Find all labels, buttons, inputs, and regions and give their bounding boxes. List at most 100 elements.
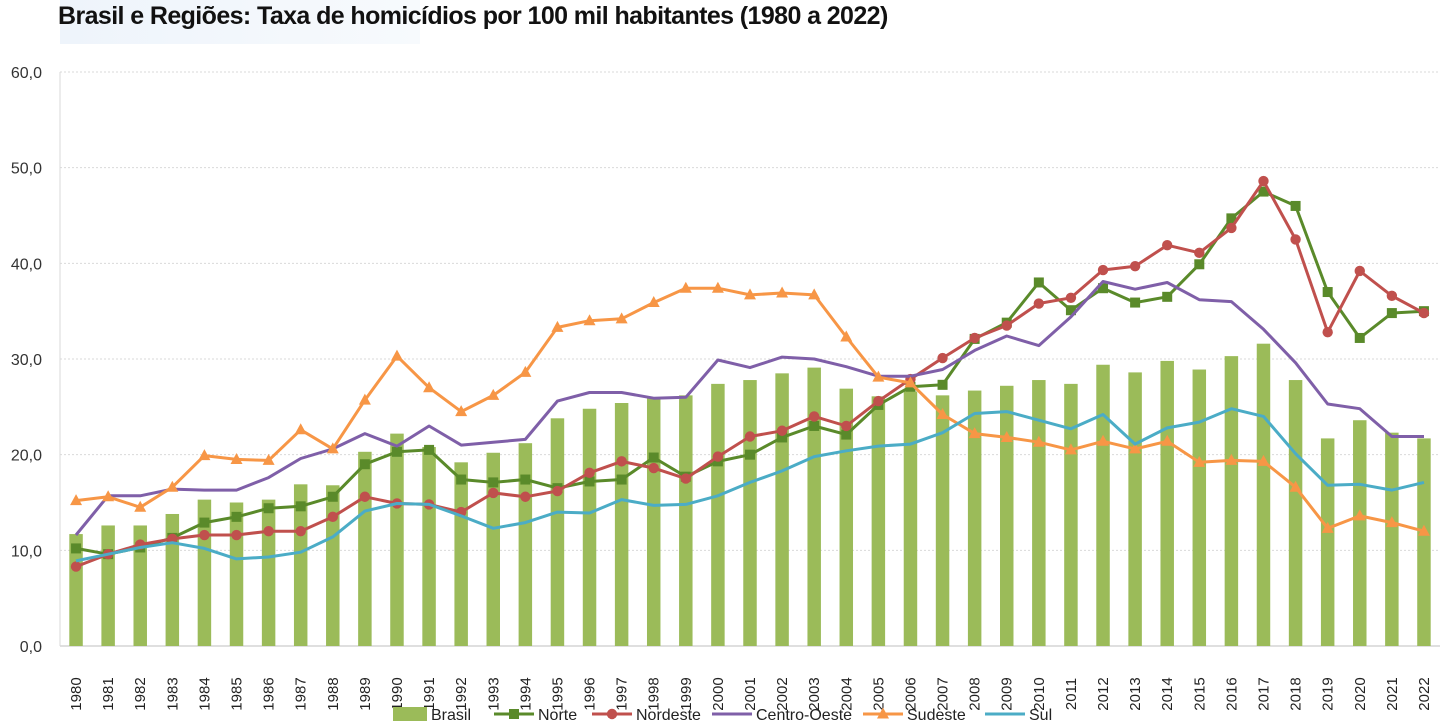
point-nordeste xyxy=(1226,222,1237,234)
bar-brasil xyxy=(486,452,500,646)
bar-brasil xyxy=(1353,420,1367,646)
point-nordeste xyxy=(359,491,371,502)
point-sudeste xyxy=(262,453,275,465)
x-tick-label: 1999 xyxy=(678,677,695,710)
point-sudeste xyxy=(1000,430,1013,442)
point-nordeste xyxy=(1097,264,1109,276)
x-tick-label: 2004 xyxy=(838,677,855,710)
point-sudeste xyxy=(230,452,243,464)
legend-item-nordeste: Nordeste xyxy=(592,707,701,723)
point-sudeste xyxy=(294,423,307,435)
x-tick-label: 1993 xyxy=(485,677,502,710)
bar-brasil xyxy=(1385,432,1399,646)
point-sudeste xyxy=(1289,480,1302,492)
x-tick-label: 1986 xyxy=(261,677,278,710)
bar-brasil xyxy=(1288,380,1303,646)
bar-brasil xyxy=(454,462,468,646)
point-nordeste xyxy=(327,511,338,523)
legend-item-norte: Norte xyxy=(494,707,577,723)
point-nordeste xyxy=(295,526,306,537)
x-tick-label: 2005 xyxy=(870,677,887,710)
point-norte xyxy=(231,511,242,522)
point-norte xyxy=(1065,305,1076,316)
point-norte xyxy=(809,420,820,431)
x-tick-label: 2009 xyxy=(999,677,1016,710)
point-nordeste xyxy=(1129,261,1141,272)
x-tick-label: 2019 xyxy=(1320,677,1337,710)
x-tick-label: 2006 xyxy=(902,677,919,710)
x-tick-label: 1990 xyxy=(389,677,406,710)
line-series-sudeste xyxy=(70,281,1430,536)
point-nordeste xyxy=(1418,307,1430,319)
bar-brasil xyxy=(101,525,115,646)
point-norte xyxy=(327,491,338,502)
line-series-sul xyxy=(75,407,1425,563)
point-sudeste xyxy=(1129,442,1142,454)
point-nordeste xyxy=(712,451,724,462)
x-tick-label: 1985 xyxy=(229,677,246,710)
bar-brasil xyxy=(711,383,725,646)
bar-brasil xyxy=(293,484,308,646)
point-norte xyxy=(584,476,595,487)
bar-brasil xyxy=(69,534,83,646)
point-nordeste xyxy=(648,462,659,474)
point-norte xyxy=(616,474,627,485)
point-nordeste xyxy=(1322,327,1333,338)
point-sudeste xyxy=(1225,453,1238,465)
bar-brasil xyxy=(582,408,597,646)
point-norte xyxy=(488,477,499,488)
point-norte xyxy=(1386,308,1397,319)
y-tick-label: 0,0 xyxy=(20,639,42,656)
point-sudeste xyxy=(647,296,660,308)
point-norte xyxy=(937,379,948,390)
point-sudeste xyxy=(840,330,853,342)
legend-item-brasil: Brasil xyxy=(393,707,471,723)
point-sudeste xyxy=(711,281,724,293)
legend-marker xyxy=(606,708,618,720)
point-norte xyxy=(520,474,531,485)
line-sul xyxy=(75,407,1425,563)
legend-label: Centro-Oeste xyxy=(756,707,852,723)
x-tick-label: 1996 xyxy=(582,677,599,710)
point-nordeste xyxy=(231,529,242,541)
point-nordeste xyxy=(70,561,82,572)
bar-brasil xyxy=(358,451,372,646)
point-nordeste xyxy=(488,487,499,499)
x-tick-label: 2013 xyxy=(1127,677,1144,710)
bar-brasil xyxy=(935,395,950,646)
y-axis-ticks: 0,0 10,0 20,0 30,0 40,0 50,0 60,0 xyxy=(11,65,42,656)
point-sudeste xyxy=(198,449,211,461)
point-norte xyxy=(1354,332,1365,343)
point-sudeste xyxy=(423,381,436,393)
x-tick-label: 1987 xyxy=(293,677,310,710)
x-tick-label: 2015 xyxy=(1191,677,1208,710)
point-nordeste xyxy=(1033,298,1045,309)
point-sudeste xyxy=(744,288,756,300)
x-tick-label: 2016 xyxy=(1223,677,1240,710)
y-tick-label: 10,0 xyxy=(11,543,42,560)
legend-swatch xyxy=(393,707,427,721)
x-tick-label: 2017 xyxy=(1255,677,1272,710)
chart-title: Brasil e Regiões: Taxa de homicídios por… xyxy=(58,2,888,30)
bar-series-brasil xyxy=(69,343,1431,646)
point-norte xyxy=(424,444,435,455)
x-tick-label: 1998 xyxy=(646,677,663,710)
point-sudeste xyxy=(1032,435,1045,447)
point-sudeste xyxy=(615,312,628,324)
point-norte xyxy=(1098,283,1109,294)
bar-brasil xyxy=(743,380,757,646)
point-sudeste xyxy=(1161,434,1174,446)
x-tick-label: 1992 xyxy=(453,677,470,710)
point-nordeste xyxy=(584,467,595,479)
bar-brasil xyxy=(1064,383,1078,646)
x-tick-label: 2002 xyxy=(774,677,791,710)
bar-brasil xyxy=(839,388,854,646)
point-norte xyxy=(1130,297,1141,308)
x-tick-label: 2021 xyxy=(1384,677,1401,710)
x-tick-label: 1989 xyxy=(357,677,374,710)
point-sudeste xyxy=(455,405,468,417)
point-nordeste xyxy=(1386,290,1398,302)
point-sudeste xyxy=(70,494,83,506)
x-tick-label: 2000 xyxy=(710,677,727,710)
